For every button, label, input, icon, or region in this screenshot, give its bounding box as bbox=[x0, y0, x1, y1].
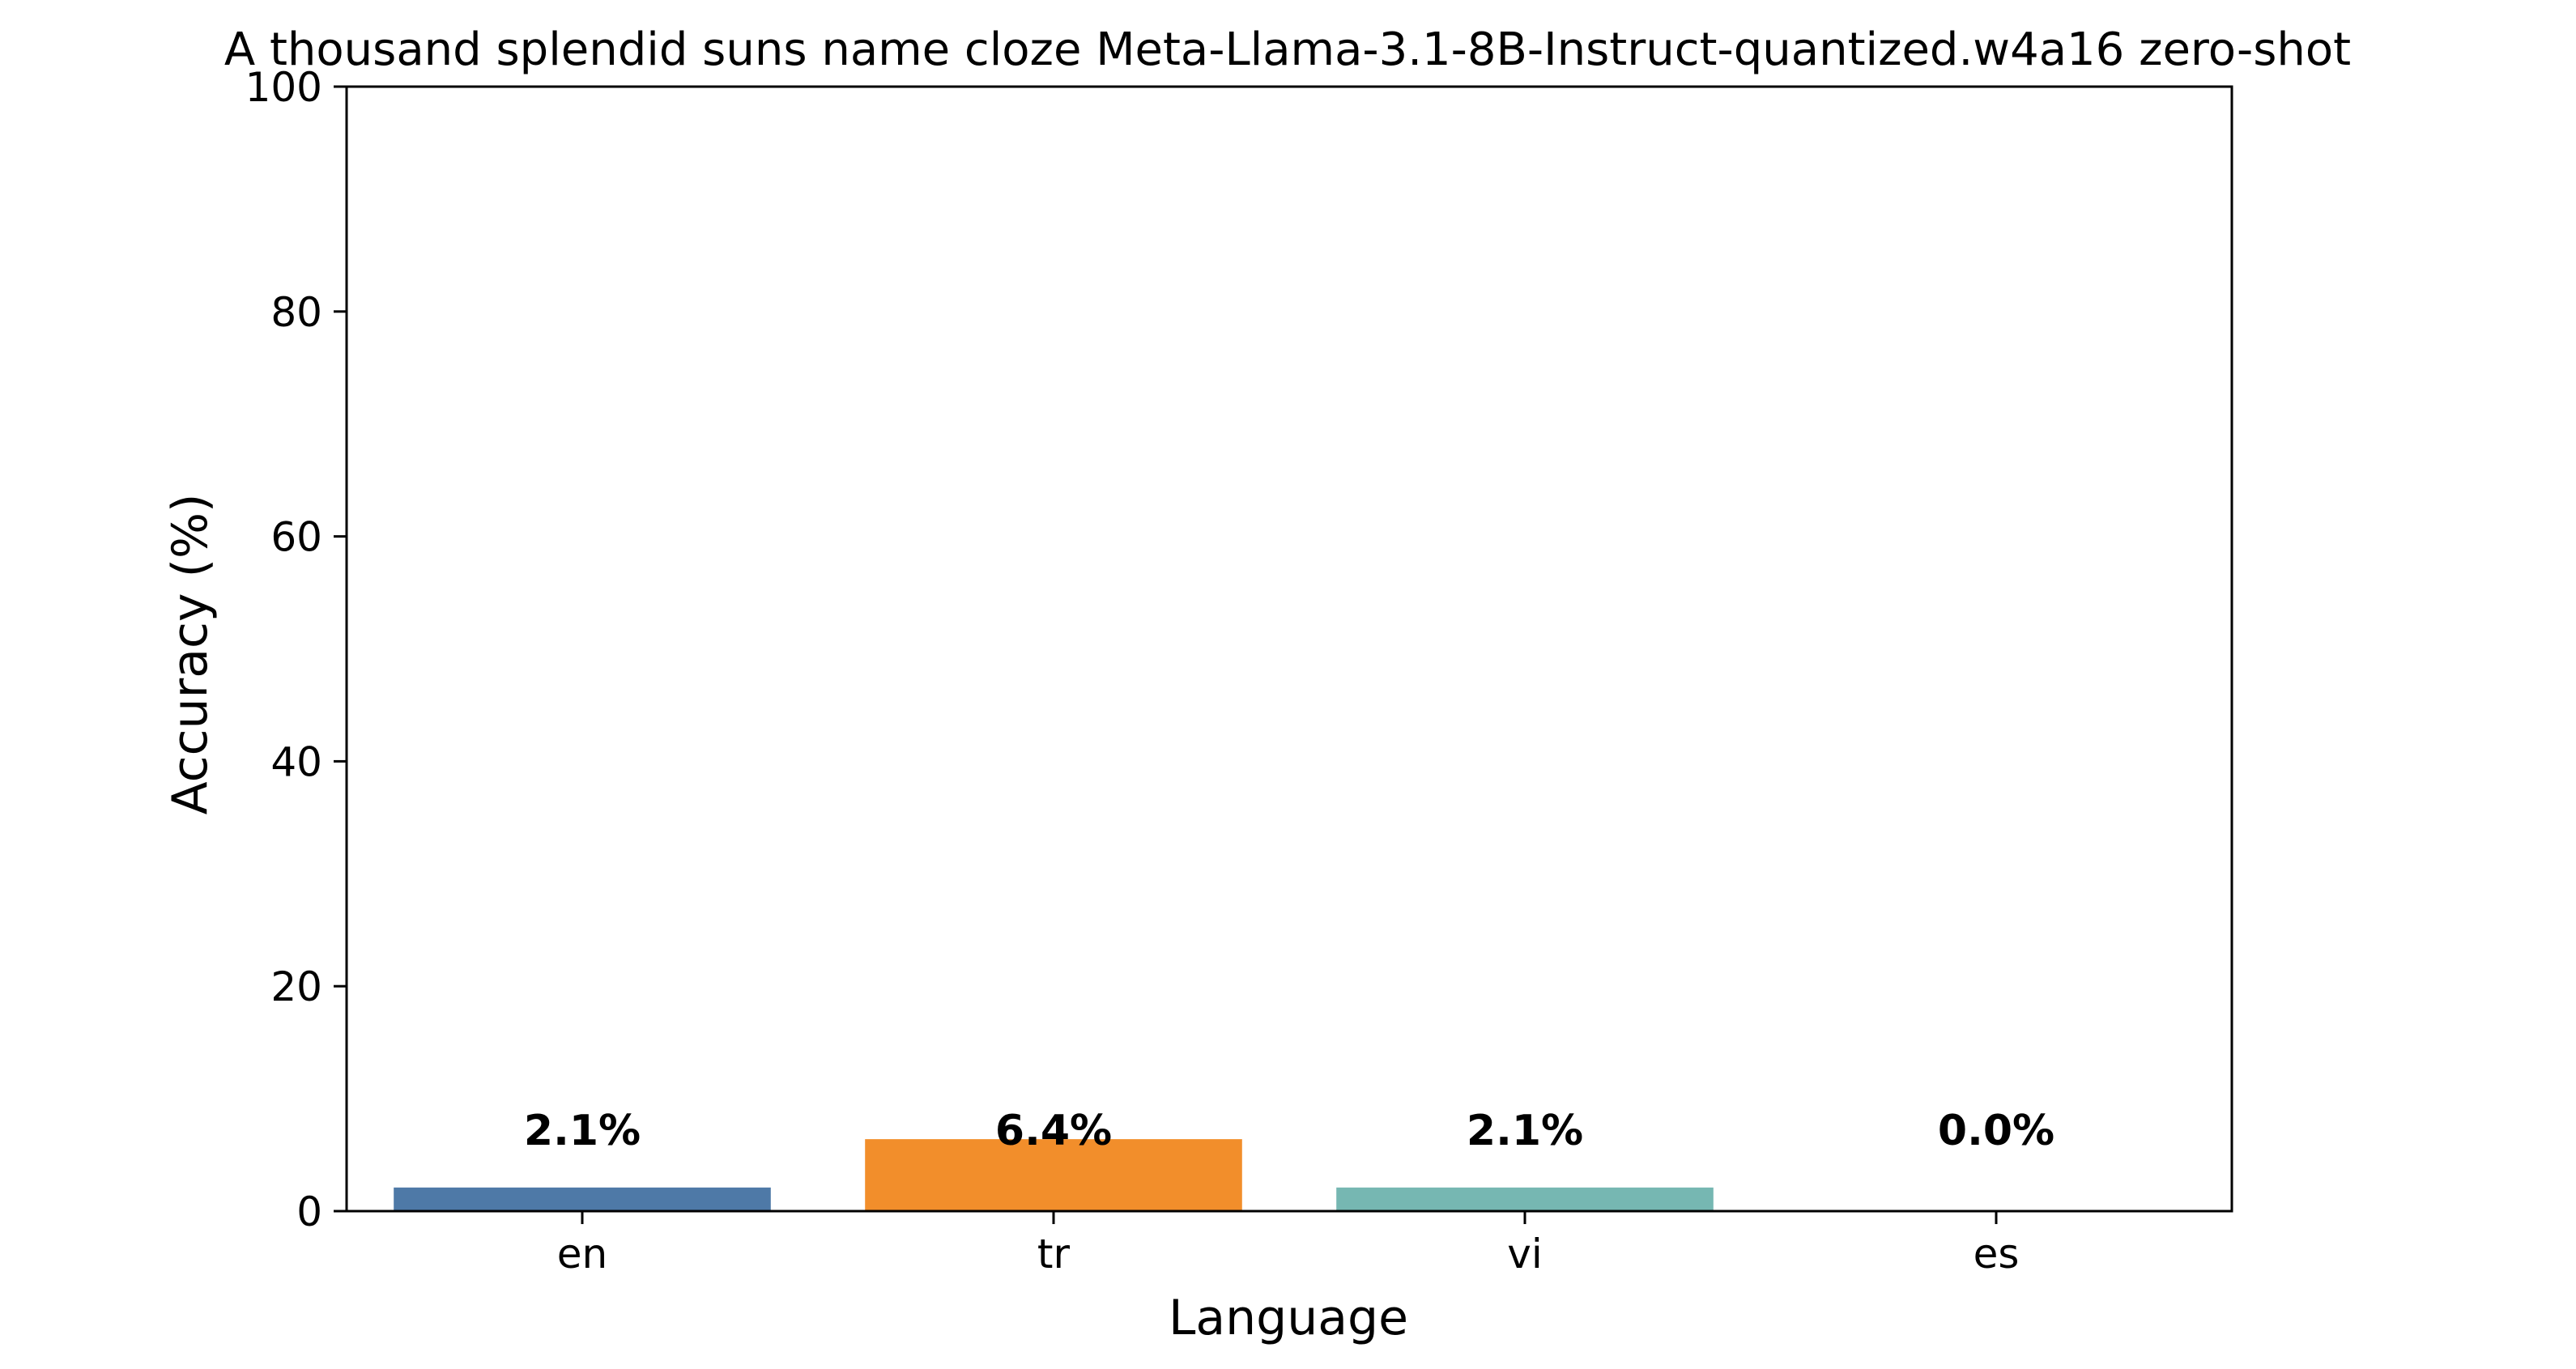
chart-title: A thousand splendid suns name cloze Meta… bbox=[224, 23, 2351, 76]
bar-vi bbox=[1336, 1187, 1714, 1211]
plot-area: 0 20 40 60 80 100 en 2.1% tr 6.4% vi 2.1% es 0.0% bbox=[245, 64, 2233, 1278]
y-tick-label-40: 40 bbox=[270, 738, 322, 785]
plot-frame bbox=[345, 85, 2233, 1213]
bar-tr bbox=[865, 1139, 1242, 1211]
data-label-tr: 6.4% bbox=[995, 1107, 1112, 1155]
y-axis-label: Accuracy (%) bbox=[162, 494, 219, 815]
y-tick-label-20: 20 bbox=[270, 963, 322, 1010]
bar-en bbox=[394, 1187, 771, 1211]
data-label-vi: 2.1% bbox=[1467, 1107, 1583, 1155]
x-tick-label-es: es bbox=[1974, 1231, 2020, 1278]
y-tick-label-0: 0 bbox=[296, 1188, 322, 1235]
y-tick-label-100: 100 bbox=[245, 64, 322, 111]
x-axis-label: Language bbox=[1169, 1290, 1408, 1346]
data-label-en: 2.1% bbox=[524, 1107, 641, 1155]
x-tick-label-vi: vi bbox=[1507, 1231, 1542, 1278]
y-tick-label-60: 60 bbox=[270, 514, 322, 561]
data-label-es: 0.0% bbox=[1938, 1107, 2054, 1155]
y-tick-label-80: 80 bbox=[270, 289, 322, 336]
x-tick-label-en: en bbox=[557, 1231, 607, 1278]
x-tick-label-tr: tr bbox=[1037, 1231, 1071, 1278]
